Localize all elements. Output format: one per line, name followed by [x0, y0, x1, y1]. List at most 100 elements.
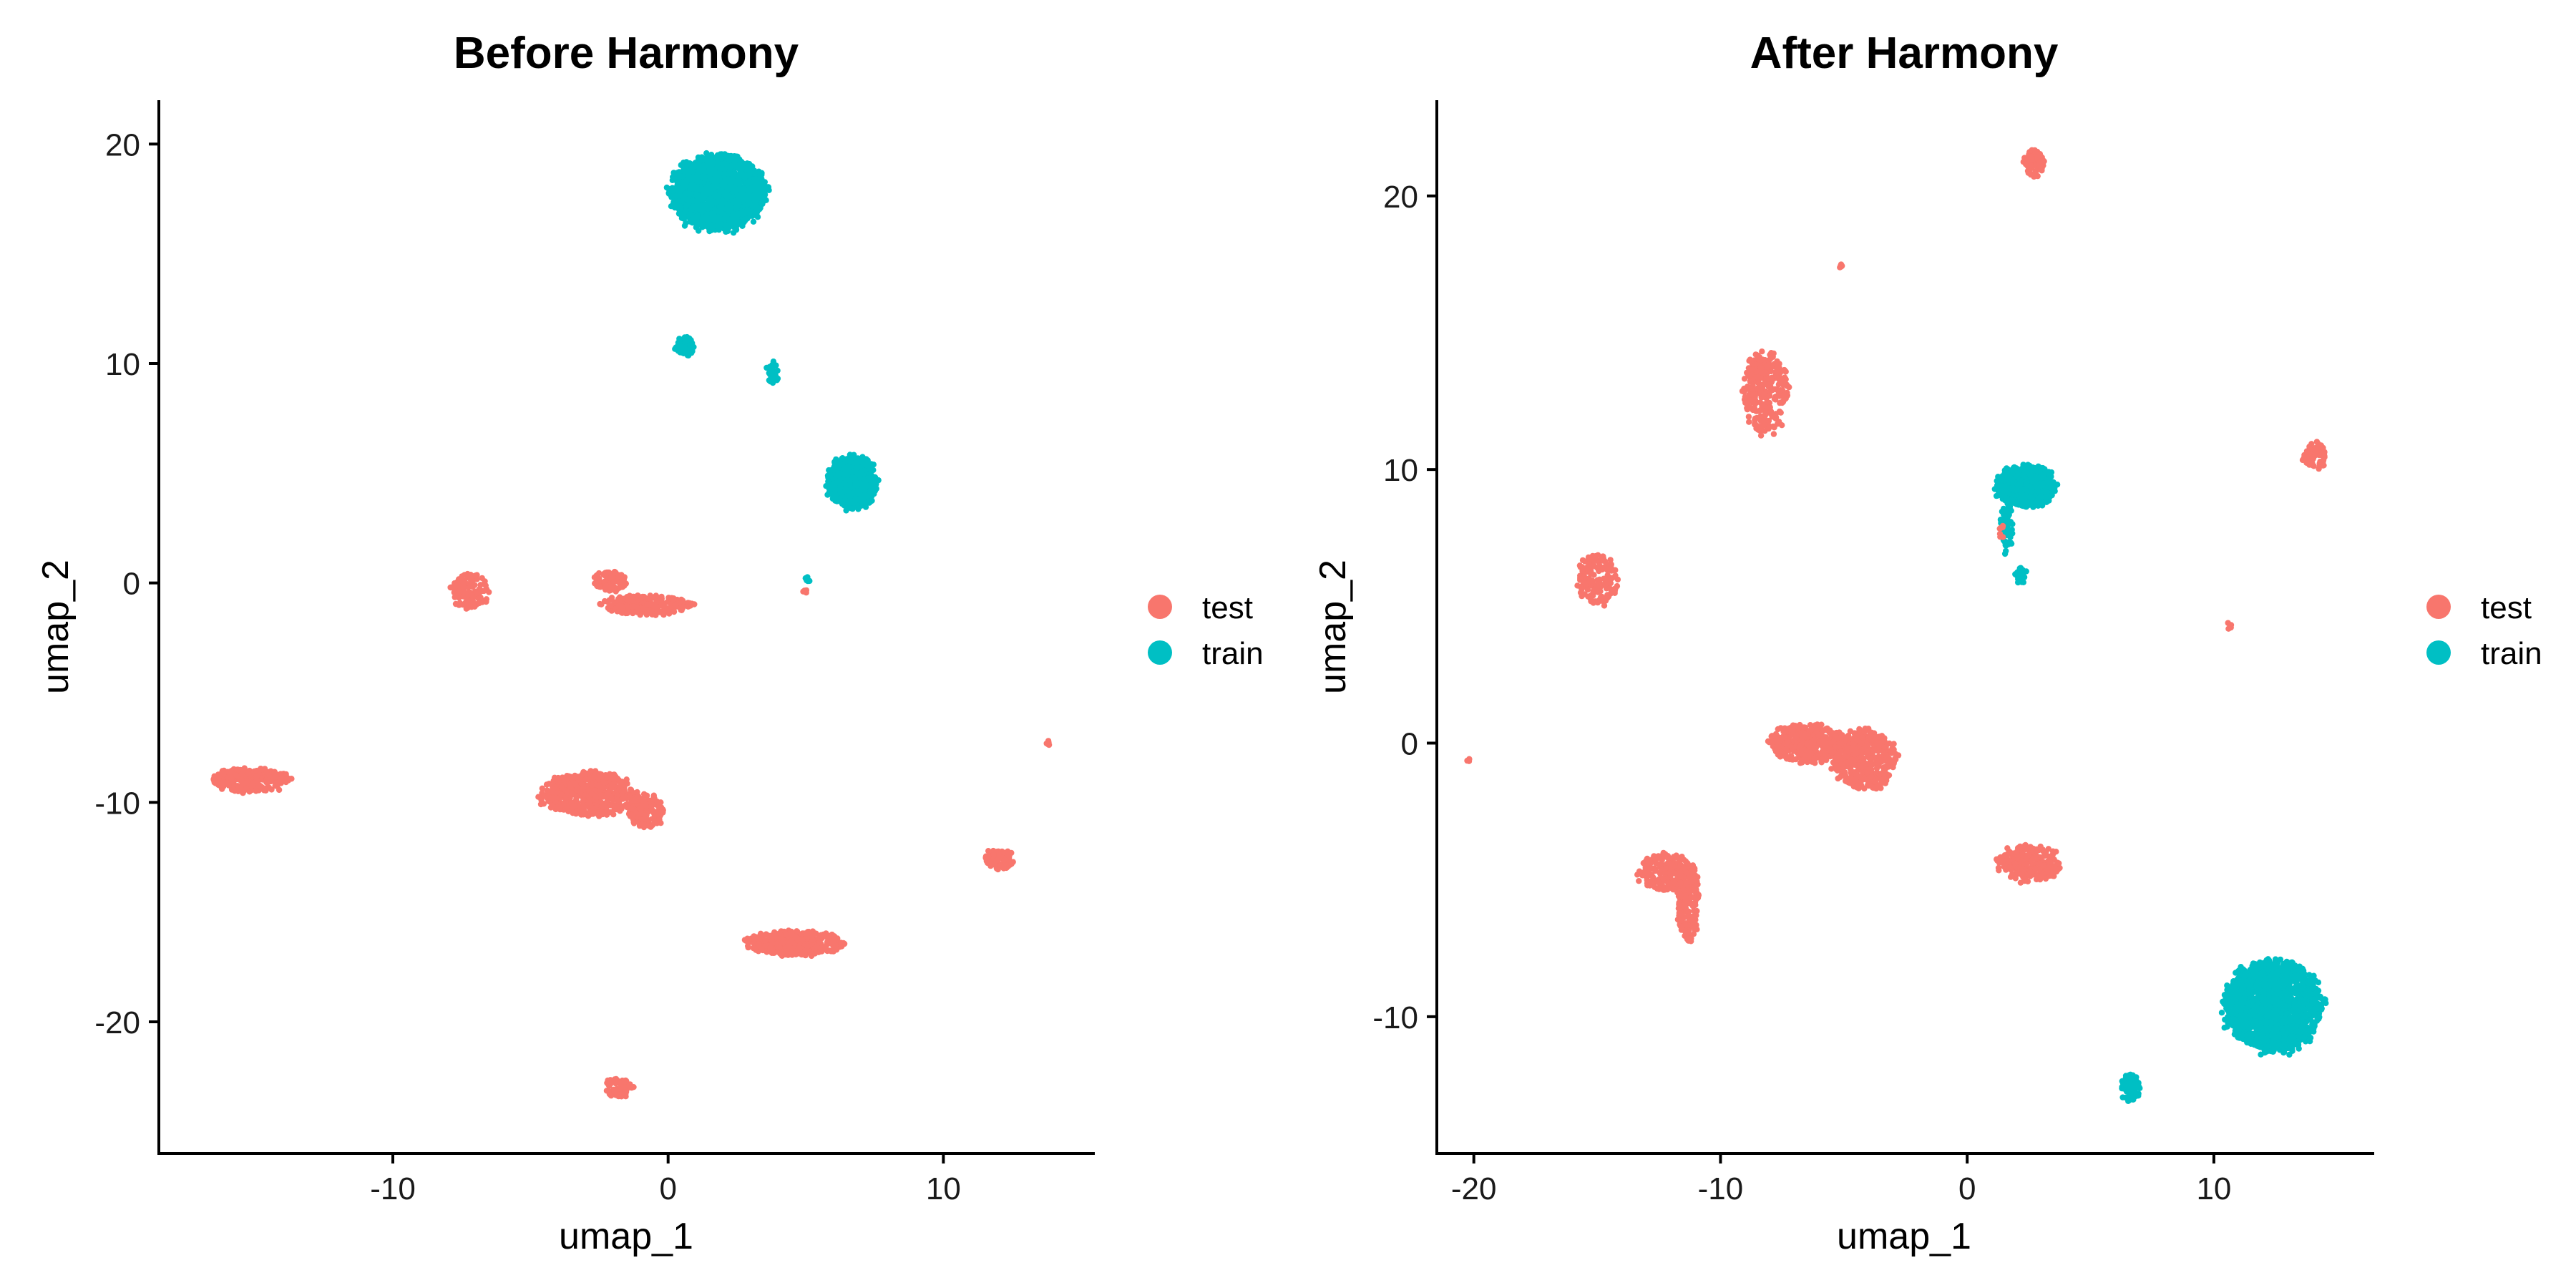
data-point [596, 583, 603, 590]
data-point [688, 602, 694, 609]
data-point [638, 594, 645, 600]
data-point [719, 197, 726, 204]
data-point [769, 371, 776, 378]
data-point [796, 945, 803, 951]
data-point [1777, 399, 1783, 406]
data-point [706, 173, 713, 180]
data-point [660, 807, 666, 814]
data-point [737, 192, 743, 199]
data-point [683, 208, 689, 215]
data-point [844, 476, 851, 483]
data-point [631, 797, 638, 804]
data-point [718, 203, 725, 209]
data-point [725, 163, 731, 170]
data-point [556, 804, 563, 811]
data-point [630, 597, 636, 604]
data-point [696, 202, 702, 208]
data-point [695, 170, 701, 176]
data-point [704, 205, 711, 212]
data-point [479, 575, 485, 582]
data-point [1745, 414, 1752, 420]
data-point [670, 596, 677, 602]
data-point [266, 772, 273, 779]
cluster-test [597, 592, 698, 618]
data-point [648, 823, 654, 829]
data-point [785, 952, 791, 958]
data-point [872, 487, 879, 494]
data-point [621, 1091, 628, 1098]
data-point [604, 791, 610, 798]
data-point [602, 582, 610, 589]
data-point [1767, 409, 1775, 415]
data-point [1759, 348, 1765, 355]
y-tick-label: -10 [94, 786, 140, 821]
data-point [472, 582, 478, 588]
data-point [644, 610, 650, 616]
data-point [602, 570, 609, 576]
data-point [465, 572, 472, 579]
data-point [847, 482, 853, 488]
data-point [2310, 454, 2317, 462]
data-point [630, 819, 637, 826]
data-point [837, 484, 844, 491]
data-point [2303, 448, 2311, 454]
data-point [573, 808, 580, 814]
data-point [271, 770, 278, 776]
data-point [1757, 424, 1765, 431]
data-point [750, 945, 757, 952]
data-point [758, 194, 765, 201]
data-point [620, 796, 626, 802]
data-point [253, 773, 260, 780]
data-point [748, 187, 754, 193]
data-point [856, 496, 862, 502]
data-point [1785, 384, 1792, 391]
y-tick-label: -20 [94, 1005, 140, 1040]
cluster-test [591, 568, 629, 595]
y-axis-label: umap_2 [35, 560, 77, 694]
data-point [769, 379, 776, 385]
cluster-train [802, 574, 813, 585]
data-point [553, 795, 560, 801]
data-point [1759, 403, 1765, 409]
data-point [695, 154, 702, 161]
data-point [462, 590, 469, 596]
data-point [1764, 363, 1770, 369]
data-point [573, 796, 580, 803]
data-point [844, 456, 850, 462]
data-point [590, 811, 596, 817]
data-point [741, 174, 748, 180]
data-point [997, 862, 1004, 869]
data-point [710, 214, 717, 221]
data-point [235, 766, 242, 774]
data-point [631, 806, 638, 813]
data-point [1757, 357, 1764, 364]
data-point [753, 197, 759, 204]
data-point [700, 162, 707, 169]
data-point [672, 602, 679, 609]
data-point [211, 773, 218, 780]
data-point [1746, 419, 1752, 425]
data-point [653, 592, 659, 599]
data-point [679, 173, 686, 180]
data-point [706, 198, 713, 205]
data-point [1776, 365, 1782, 371]
cluster-test [800, 587, 810, 596]
data-point [736, 210, 743, 217]
data-point [1771, 361, 1778, 367]
data-point [853, 459, 859, 466]
data-point [540, 801, 547, 807]
data-point [703, 213, 710, 219]
data-point [582, 776, 590, 783]
data-point [686, 172, 693, 179]
data-point [799, 951, 805, 958]
data-point [784, 942, 791, 949]
data-point [644, 601, 650, 608]
data-point [453, 582, 459, 590]
data-point [836, 496, 843, 502]
data-point [732, 220, 738, 226]
data-point [558, 791, 565, 799]
data-point [739, 222, 746, 228]
data-point [842, 486, 849, 492]
data-point [990, 851, 997, 858]
